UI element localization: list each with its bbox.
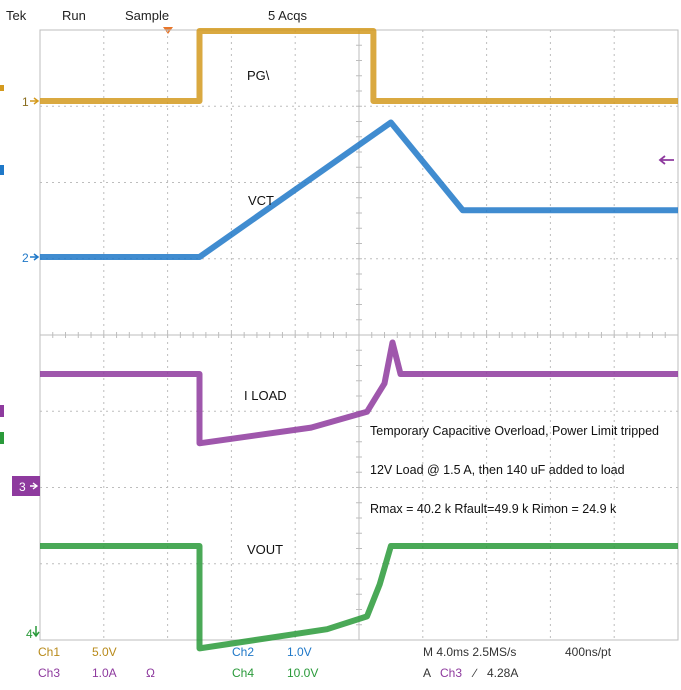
brand-label: Tek	[6, 8, 27, 23]
annotation-line-3: Rmax = 40.2 k Rfault=49.9 k Rimon = 24.9…	[370, 502, 617, 516]
ch2-scale: 1.0V	[287, 645, 312, 659]
ch2-edge-tick	[0, 165, 4, 175]
ch4-label: Ch4	[232, 666, 254, 680]
ch3-label: Ch3	[38, 666, 60, 680]
annotation-line-1: Temporary Capacitive Overload, Power Lim…	[370, 424, 659, 438]
svg-text:4: 4	[26, 627, 33, 641]
trace-label-vout: VOUT	[247, 542, 283, 557]
trace-vout	[40, 543, 678, 652]
run-state-label: Run	[62, 8, 86, 23]
svg-text:3: 3	[19, 480, 26, 494]
trigger-channel: Ch3	[440, 666, 462, 680]
acquisition-count-label: 5 Acqs	[268, 8, 308, 23]
svg-text:1: 1	[22, 95, 29, 109]
ch4-ground-marker: 4	[26, 626, 40, 641]
trace-pg	[40, 28, 678, 104]
ch4-scale: 10.0V	[287, 666, 318, 680]
trigger-level-marker	[658, 155, 674, 165]
acquisition-mode-label: Sample	[125, 8, 169, 23]
ch4-edge-tick	[0, 432, 4, 444]
trace-vct	[40, 119, 678, 260]
ch1-edge-tick	[0, 85, 4, 91]
ch3-scale: 1.0A	[92, 666, 117, 680]
ch1-ground-marker: 1	[22, 95, 40, 109]
ch1-label: Ch1	[38, 645, 60, 659]
ch3-unit: Ω	[146, 666, 155, 680]
annotation-line-2: 12V Load @ 1.5 A, then 140 uF added to l…	[370, 463, 625, 477]
trace-label-iload: I LOAD	[244, 388, 287, 403]
traces	[40, 28, 678, 652]
trace-label-pg: PG\	[247, 68, 270, 83]
ch3-ground-marker: 3	[12, 476, 40, 496]
trigger-label: A	[423, 666, 431, 680]
ch2-label: Ch2	[232, 645, 254, 659]
trigger-slope-icon: ∕	[471, 666, 478, 680]
sample-interval-readout: 400ns/pt	[565, 645, 612, 659]
trace-label-vct: VCT	[248, 193, 274, 208]
ch2-ground-marker: 2	[22, 251, 40, 265]
svg-text:2: 2	[22, 251, 29, 265]
trigger-level: 4.28A	[487, 666, 518, 680]
ch3-edge-tick	[0, 405, 4, 417]
ch1-scale: 5.0V	[92, 645, 117, 659]
channel-readout: Ch1 5.0V Ch3 1.0A Ω Ch2 1.0V Ch4 10.0V M…	[38, 645, 612, 680]
timebase-readout: M 4.0ms 2.5MS/s	[423, 645, 516, 659]
trace-iload	[40, 339, 678, 447]
